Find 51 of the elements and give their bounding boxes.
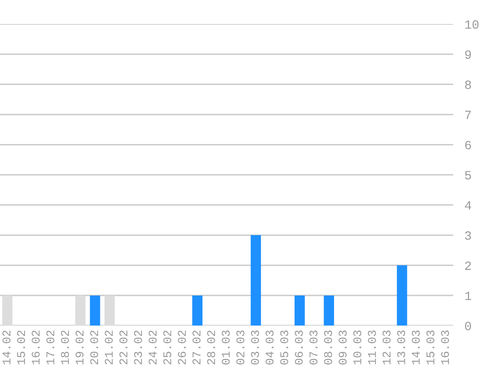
x-tick-label: 17.02 (46, 330, 54, 364)
x-tick-label: 03.03 (250, 330, 259, 364)
x-tick-label: 09.03 (338, 330, 347, 364)
bar (250, 235, 261, 326)
x-tick-label: 16.03 (441, 330, 450, 364)
x-tick-label: 15.03 (426, 330, 434, 364)
y-tick-label: 4 (464, 201, 472, 210)
bar (90, 295, 100, 326)
bar (75, 295, 86, 326)
y-tick-label: 10 (465, 20, 479, 29)
bar (192, 295, 202, 326)
bar (294, 295, 305, 326)
y-tick-label: 9 (465, 50, 471, 59)
y-tick-label: 3 (465, 231, 471, 240)
x-tick-label: 16.02 (32, 330, 40, 364)
x-tick-label: 08.03 (324, 330, 332, 364)
x-tick-label: 22.02 (119, 330, 128, 364)
x-tick-label: 10.03 (353, 330, 362, 364)
x-tick-label: 18.02 (60, 330, 69, 364)
x-tick-label: 20.02 (90, 330, 98, 364)
y-tick-label: 0 (465, 322, 472, 330)
x-tick-label: 04.03 (266, 330, 274, 364)
x-tick-label: 15.02 (17, 330, 26, 364)
x-tick-label: 05.03 (280, 330, 288, 364)
y-tick-label: 8 (465, 80, 471, 90)
x-tick-label: 12.03 (382, 330, 391, 364)
y-tick-label: 1 (465, 292, 472, 300)
x-tick-label: 14.03 (412, 330, 420, 364)
x-tick-label: 27.02 (192, 330, 201, 364)
x-tick-label: 01.03 (222, 330, 230, 364)
y-tick-label: 7 (465, 110, 471, 120)
x-tick-label: 21.02 (104, 330, 113, 364)
x-tick-label: 07.03 (309, 330, 318, 364)
bar (396, 265, 408, 326)
x-tick-label: 25.02 (163, 330, 172, 364)
x-tick-label: 26.02 (178, 330, 186, 364)
y-tick-label: 5 (465, 171, 471, 180)
x-tick-label: 02.03 (236, 330, 244, 364)
bar (2, 295, 12, 326)
y-tick-label: 6 (465, 140, 471, 150)
x-tick-label: 19.02 (76, 330, 84, 364)
x-tick-label: 14.02 (2, 330, 10, 364)
x-tick-label: 11.03 (368, 330, 376, 364)
bar (104, 295, 115, 326)
bar (324, 295, 334, 326)
x-tick-label: 24.02 (148, 330, 157, 364)
x-tick-label: 13.03 (397, 330, 406, 364)
x-tick-label: 06.03 (294, 330, 303, 364)
x-tick-label: 28.02 (207, 330, 216, 364)
x-tick-label: 23.02 (134, 330, 142, 364)
y-tick-label: 2 (465, 261, 471, 270)
